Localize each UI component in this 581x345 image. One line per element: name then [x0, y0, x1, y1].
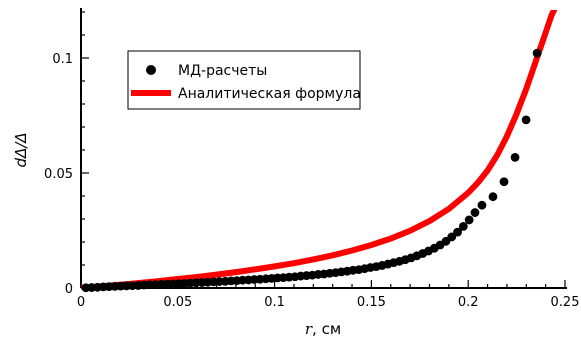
y-tick-label: 0.05: [44, 167, 73, 182]
md-point: [458, 221, 468, 231]
legend-box: [127, 50, 361, 110]
x-axis-title: r, см: [305, 320, 341, 338]
md-point: [453, 227, 462, 237]
x-tick-label: 0.2: [458, 295, 479, 310]
y-axis-title: dΔ/Δ: [12, 132, 30, 167]
md-point: [521, 115, 531, 125]
md-point: [464, 215, 474, 225]
x-tick-label: 0.25: [551, 295, 580, 310]
x-tick-label: 0.15: [357, 295, 386, 310]
x-tick-label: 0: [77, 295, 85, 310]
md-point: [499, 177, 509, 187]
md-point: [488, 192, 498, 202]
x-tick-label: 0.05: [163, 295, 192, 310]
y-tick-label: 0.1: [52, 52, 73, 67]
md-point: [447, 232, 457, 242]
analytic-line: [81, 10, 558, 288]
legend-marker-md: [146, 65, 156, 75]
x-axis-title-variable: r: [305, 320, 313, 338]
md-point: [510, 152, 520, 162]
x-tick-label: 0.1: [264, 295, 285, 310]
md-point: [470, 208, 480, 217]
md-point: [477, 200, 487, 210]
md-point: [532, 48, 542, 58]
plot-elements: 0 0.05 0.1 0.15 0.2 0.25 0 0.05 0.1 r, см dΔ/Δ МД-р…: [12, 8, 580, 338]
y-tick-label: 0: [65, 282, 73, 297]
legend-label-md: МД-расчеты: [178, 63, 267, 79]
x-axis-title-unit: , см: [312, 320, 341, 338]
legend: МД-расчеты Аналитическая формула: [127, 50, 361, 110]
legend-label-analytic: Аналитическая формула: [178, 86, 361, 102]
